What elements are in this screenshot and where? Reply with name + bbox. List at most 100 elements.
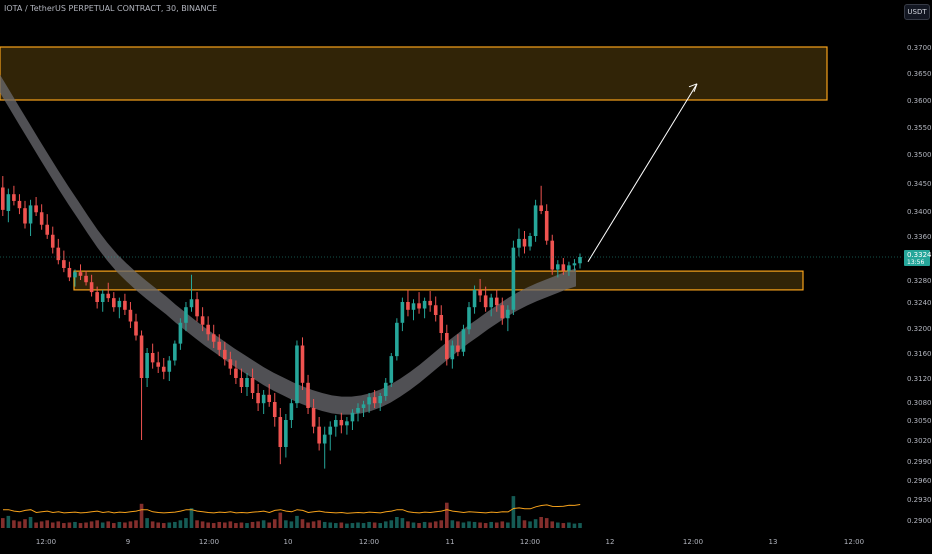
candle-body [117, 300, 122, 308]
volume-bar [106, 521, 111, 528]
candle-body [211, 334, 216, 342]
candle-body [45, 224, 49, 235]
volume-bar [145, 518, 149, 528]
volume-bar [428, 522, 432, 528]
candle-body [67, 267, 72, 278]
volume-bar [500, 521, 505, 528]
candle-body [306, 382, 310, 408]
candle-body [56, 247, 61, 261]
candle-body [23, 208, 27, 224]
volume-bar [12, 520, 16, 528]
volume-bar [278, 512, 283, 528]
candle-body [161, 366, 166, 372]
volume-bar [84, 522, 88, 528]
candle-body [62, 260, 66, 268]
volume-bar [322, 521, 327, 528]
candle-body [173, 343, 177, 361]
candle-body [417, 303, 421, 309]
price-tick-label: 0.3650 [907, 70, 932, 78]
candle-body [95, 292, 99, 302]
candle-body [123, 300, 127, 310]
candle-body [6, 194, 11, 211]
volume-bar [406, 521, 410, 528]
volume-bar [200, 521, 205, 528]
volume-bar [167, 522, 172, 528]
candle-body [367, 397, 371, 405]
volume-bar [544, 518, 549, 528]
volume-bar [78, 523, 83, 528]
volume-bar [228, 521, 233, 528]
volume-bar [89, 521, 94, 528]
volume-bar [334, 523, 338, 528]
volume-bar [150, 521, 155, 528]
price-tick-label: 0.3080 [907, 399, 932, 407]
volume-bar [567, 522, 571, 528]
volume-bar [17, 521, 22, 528]
volume-bar [478, 522, 482, 528]
volume-bar [184, 518, 188, 528]
volume-bar [489, 521, 493, 528]
candle-body [572, 263, 577, 266]
candle-body [245, 378, 249, 387]
candle-body [223, 349, 227, 360]
candle-body [100, 293, 105, 302]
volume-bar [400, 518, 405, 528]
candle-body [395, 322, 399, 357]
candle-body [439, 315, 444, 333]
time-tick-label: 12:00 [683, 538, 703, 546]
time-tick-label: 10 [284, 538, 293, 546]
time-tick-label: 9 [126, 538, 130, 546]
volume-bar [339, 522, 344, 528]
candle-body [372, 397, 377, 404]
volume-bar [234, 523, 238, 528]
volume-bar [494, 522, 499, 528]
volume-bar [417, 523, 421, 528]
candle-body [494, 297, 499, 306]
candle-body [12, 194, 16, 201]
candle-body [84, 275, 88, 283]
price-tick-label: 0.3550 [907, 124, 932, 132]
candle-body [178, 322, 183, 344]
volume-bar [367, 521, 371, 528]
volume-bar [245, 523, 249, 528]
volume-bar [284, 520, 288, 528]
candle-body [134, 321, 138, 336]
volume-bar [117, 521, 122, 528]
volume-bar [295, 515, 299, 528]
price-tick-label: 0.3500 [907, 151, 932, 159]
candle-body [0, 187, 5, 210]
volume-bar [73, 521, 77, 528]
currency-button[interactable]: USDT [904, 4, 930, 20]
candle-body [400, 302, 405, 323]
candle-body [533, 205, 538, 236]
candle-body [528, 236, 532, 247]
volume-bar [483, 523, 488, 528]
candle-body [50, 234, 55, 248]
volume-bar [372, 522, 377, 528]
candle-body [544, 211, 549, 241]
volume-bar [467, 521, 471, 528]
volume-bar [461, 522, 466, 528]
candle-body [317, 426, 321, 444]
volume-bar [289, 521, 294, 528]
candle-body [328, 426, 333, 435]
volume-bar [539, 517, 543, 528]
candle-body [150, 353, 155, 363]
candle-body [433, 305, 438, 315]
volume-bar [456, 521, 460, 528]
candle-body [350, 412, 355, 422]
volume-bar [112, 523, 116, 528]
candle-body [345, 421, 349, 426]
symbol-title: IOTA / TetherUS PERPETUAL CONTRACT, 30, … [4, 4, 218, 13]
candle-body [461, 329, 466, 352]
price-tick-label: 0.2930 [907, 496, 932, 504]
time-tick-label: 12 [606, 538, 615, 546]
volume-bar [378, 523, 382, 528]
volume-bar [300, 519, 305, 528]
volume-bar [128, 521, 133, 528]
candle-body [445, 333, 449, 360]
price-tick-label: 0.3450 [907, 180, 932, 188]
projection-arrow [587, 83, 698, 262]
